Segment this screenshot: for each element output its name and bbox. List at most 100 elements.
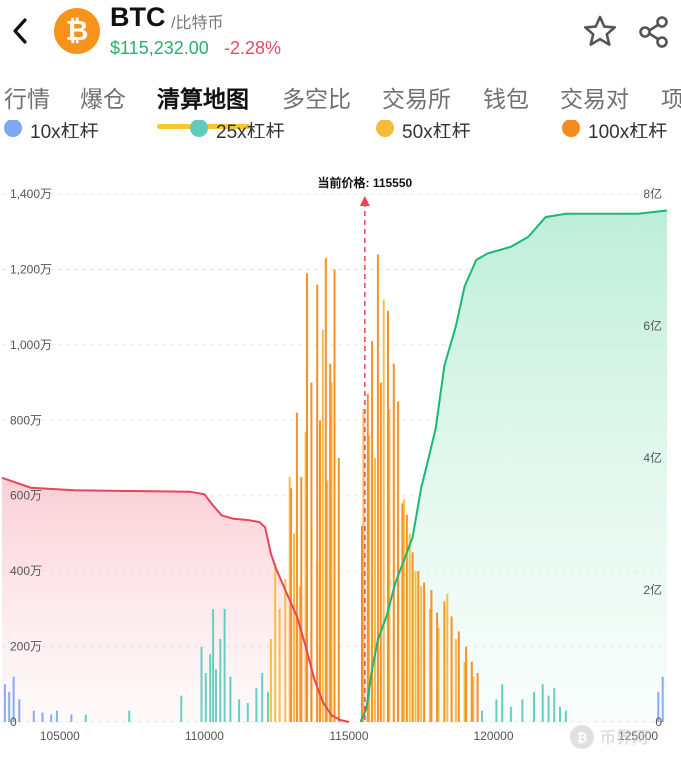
- legend-50x[interactable]: 50x杠杆: [376, 120, 526, 138]
- back-icon[interactable]: [6, 14, 34, 48]
- bar-100x: [397, 401, 400, 722]
- cumulative-long-area: [2, 477, 349, 722]
- bar-100x: [300, 476, 303, 722]
- y-left-tick-label: 800万: [10, 413, 42, 427]
- watermark-logo: ₿ 币界网: [570, 725, 648, 749]
- bar-50x: [382, 299, 385, 722]
- legend-10x-label: 10x杠杆: [30, 122, 99, 138]
- bar-10x: [661, 676, 664, 722]
- bar-100x: [417, 571, 420, 722]
- current-price-marker: 当前价格: 115550: [317, 175, 413, 722]
- bar-25x: [547, 695, 550, 722]
- tab-liquidation-map[interactable]: 清算地图: [157, 86, 249, 112]
- y-right-tick-label: 2亿: [643, 582, 662, 597]
- bar-50x: [304, 431, 307, 722]
- bar-25x: [533, 691, 535, 722]
- bar-100x: [387, 310, 389, 722]
- current-price-arrow: [359, 196, 370, 206]
- bar-50x: [362, 409, 365, 722]
- tab-exchanges[interactable]: 交易所: [382, 86, 451, 112]
- tab-trading-pairs[interactable]: 交易对: [560, 86, 629, 112]
- bar-25x: [541, 684, 544, 722]
- coin-price: $115,232.00: [110, 38, 209, 58]
- tab-project[interactable]: 项: [661, 86, 681, 112]
- legend-100x-swatch: [562, 120, 580, 137]
- bar-25x: [84, 714, 87, 722]
- bar-25x: [509, 706, 512, 722]
- bar-50x: [368, 435, 371, 722]
- bar-100x: [436, 612, 439, 722]
- bar-25x: [553, 688, 556, 722]
- tab-liquidation[interactable]: 爆仓: [80, 86, 126, 112]
- bar-100x: [450, 616, 453, 722]
- bar-100x: [470, 661, 473, 722]
- share-icon[interactable]: [636, 14, 672, 50]
- bar-25x: [200, 646, 203, 722]
- bar-50x: [330, 382, 333, 722]
- liquidation-bars: [3, 254, 664, 723]
- chart-canvas: 0 200万 400万 600万 800万 1,000万 1,200万 1,400万 0 2亿 4亿…: [1, 175, 668, 743]
- bar-100x: [361, 525, 363, 722]
- legend-25x[interactable]: 25x杠杆: [190, 120, 340, 138]
- bar-25x: [481, 710, 483, 722]
- bar-100x: [333, 269, 336, 722]
- y-left-tick-label: 400万: [10, 564, 42, 578]
- bar-50x: [414, 571, 417, 722]
- bar-100x: [324, 258, 327, 722]
- bar-25x: [246, 703, 249, 722]
- bar-25x: [521, 699, 524, 722]
- bar-50x: [472, 676, 475, 722]
- bar-50x: [463, 661, 466, 722]
- liquidation-map-chart[interactable]: 0 200万 400万 600万 800万 1,000万 1,200万 1,400万 0 2亿 4亿…: [0, 132, 681, 764]
- bar-25x: [180, 695, 183, 722]
- svg-text:₿: ₿: [577, 731, 588, 746]
- bar-100x: [465, 646, 468, 722]
- coin-name: /比特币: [171, 15, 224, 32]
- bar-25x: [128, 710, 131, 722]
- bar-25x: [255, 688, 258, 722]
- x-tick-label: 125000: [618, 729, 658, 743]
- bar-25x: [223, 608, 226, 722]
- tab-wallet[interactable]: 钱包: [483, 86, 529, 112]
- x-tick-label: 105000: [40, 729, 80, 743]
- bar-10x: [8, 691, 11, 722]
- star-icon[interactable]: [582, 14, 618, 50]
- bar-100x: [401, 503, 404, 722]
- bar-25x: [501, 684, 504, 722]
- bar-10x: [3, 684, 6, 722]
- coin-symbol: BTC: [110, 2, 166, 32]
- y-left-tick-label: 200万: [10, 640, 42, 654]
- y-right-tick-label: 6亿: [643, 318, 662, 333]
- tab-market[interactable]: 行情: [4, 86, 50, 112]
- bar-25x: [215, 669, 217, 722]
- bar-100x: [316, 284, 319, 722]
- bar-25x: [559, 706, 561, 722]
- price-change: -2.28%: [224, 38, 282, 58]
- cumulative-short-line: [359, 209, 668, 723]
- y-right-tick-label: 0: [655, 715, 662, 729]
- x-tick-label: 110000: [185, 729, 224, 743]
- bar-100x: [337, 458, 340, 722]
- bar-25x: [267, 691, 269, 722]
- bar-25x: [261, 673, 264, 722]
- legend-50x-swatch: [376, 120, 394, 137]
- bar-25x: [495, 699, 498, 722]
- bar-10x: [18, 699, 21, 722]
- bar-50x: [326, 480, 329, 722]
- bar-100x: [306, 273, 308, 722]
- current-price-label: 当前价格: 115550: [317, 175, 412, 190]
- cumulative-long-line: [1, 476, 350, 723]
- bar-50x: [446, 593, 449, 722]
- legend-100x[interactable]: 100x杠杆: [562, 120, 681, 138]
- bar-100x: [366, 393, 369, 722]
- bar-50x: [402, 499, 405, 722]
- bar-100x: [329, 363, 332, 722]
- bar-25x: [209, 654, 212, 722]
- bar-100x: [371, 341, 374, 722]
- x-tick-label: 120000: [473, 729, 513, 743]
- x-tick-label: 115000: [329, 729, 368, 743]
- tab-long-short-ratio[interactable]: 多空比: [282, 86, 351, 112]
- bar-25x: [229, 676, 232, 722]
- bitcoin-icon: ₿: [54, 8, 100, 54]
- legend-10x[interactable]: 10x杠杆: [4, 120, 154, 138]
